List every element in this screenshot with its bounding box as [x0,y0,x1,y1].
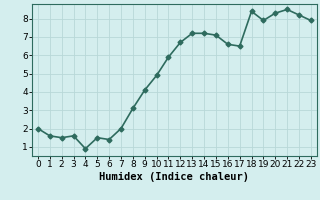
X-axis label: Humidex (Indice chaleur): Humidex (Indice chaleur) [100,172,249,182]
